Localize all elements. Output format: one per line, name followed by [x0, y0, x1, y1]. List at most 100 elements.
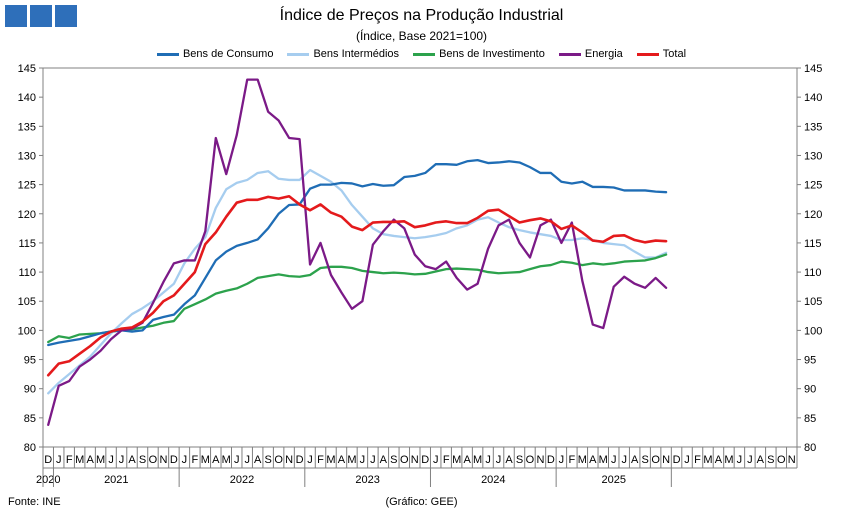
y-tick-label-right: 105: [804, 296, 822, 308]
y-tick-label: 125: [18, 180, 36, 192]
x-month-label: F: [191, 454, 198, 466]
plot-area-border: [42, 67, 798, 448]
legend-label: Bens de Consumo: [182, 48, 274, 60]
legend-swatch: [636, 52, 659, 56]
series-line-total: [46, 194, 668, 377]
x-month-label: A: [380, 454, 388, 466]
y-tick-label: 130: [18, 150, 36, 162]
logo-square: [5, 5, 27, 27]
x-year-label: 2025: [601, 474, 625, 486]
series-line-bens-de-investimento: [47, 253, 668, 344]
x-month-label: D: [547, 454, 555, 466]
y-tick-label-right: 125: [804, 180, 822, 192]
x-month-label: A: [212, 454, 220, 466]
x-month-label: J: [621, 454, 627, 466]
x-year-label: 2022: [230, 474, 254, 486]
x-month-label: J: [737, 454, 743, 466]
x-month-label: O: [274, 454, 283, 466]
x-month-label: N: [159, 454, 167, 466]
legend-item-bens-consumo: Bens de Consumo: [156, 48, 274, 60]
y-tick-label: 110: [18, 267, 36, 279]
x-month-label: O: [149, 454, 158, 466]
x-month-label: J: [496, 454, 502, 466]
legend-label: Energia: [584, 48, 623, 60]
x-month-label: O: [400, 454, 409, 466]
x-month-label: F: [443, 454, 450, 466]
x-month-label: A: [254, 454, 262, 466]
x-month-label: O: [651, 454, 660, 466]
x-month-label: A: [128, 454, 136, 466]
x-month-label: J: [244, 454, 250, 466]
x-month-label: D: [421, 454, 429, 466]
x-month-label: M: [599, 454, 608, 466]
legend-item-bens-investimento: Bens de Investimento: [413, 48, 545, 60]
chart-title: Índice de Preços na Produção Industrial: [279, 7, 564, 24]
x-year-label: 2023: [355, 474, 379, 486]
x-month-label: A: [589, 454, 597, 466]
x-month-label: J: [119, 454, 125, 466]
x-year-label: 2024: [481, 474, 505, 486]
x-month-label: N: [788, 454, 796, 466]
x-month-label: D: [296, 454, 304, 466]
series-line-bens-de-consumo: [47, 158, 668, 347]
x-month-label: A: [505, 454, 513, 466]
x-month-label: J: [182, 454, 188, 466]
x-month-label: N: [285, 454, 293, 466]
x-year-label: 2020: [36, 474, 60, 486]
legend-item-bens-intermedios: Bens Intermédios: [287, 48, 399, 60]
y-tick-label-right: 85: [804, 413, 816, 425]
y-tick-label: 85: [24, 413, 36, 425]
legend-swatch: [558, 52, 581, 56]
x-month-label: F: [694, 454, 701, 466]
y-tick-label: 145: [18, 63, 36, 75]
x-month-label: J: [485, 454, 491, 466]
x-month-label: A: [463, 454, 471, 466]
series-line-energia: [47, 78, 668, 426]
x-month-label: A: [715, 454, 723, 466]
x-month-label: M: [473, 454, 482, 466]
y-tick-label-right: 80: [804, 442, 816, 454]
x-month-label: M: [326, 454, 335, 466]
x-month-label: A: [338, 454, 346, 466]
x-month-label: S: [390, 454, 397, 466]
x-month-label: N: [662, 454, 670, 466]
x-month-label: F: [317, 454, 324, 466]
x-month-label: M: [452, 454, 461, 466]
x-month-label: S: [264, 454, 271, 466]
legend-label: Total: [662, 48, 687, 60]
y-tick-label-right: 95: [804, 355, 816, 367]
x-month-label: S: [139, 454, 146, 466]
y-tick-label-right: 115: [804, 238, 822, 250]
logo-square: [55, 5, 77, 27]
credit-note: (Gráfico: GEE): [385, 496, 458, 508]
legend-swatch: [413, 52, 436, 56]
x-month-label: J: [747, 454, 753, 466]
x-month-label: S: [516, 454, 523, 466]
y-tick-label: 115: [18, 238, 36, 250]
x-month-label: S: [641, 454, 648, 466]
y-tick-label: 105: [18, 296, 36, 308]
y-tick-label: 140: [18, 92, 36, 104]
x-month-label: M: [578, 454, 587, 466]
y-tick-label: 95: [24, 355, 36, 367]
brand-logo: [5, 5, 77, 27]
x-month-label: O: [777, 454, 786, 466]
y-tick-label-right: 90: [804, 384, 816, 396]
x-month-label: M: [347, 454, 356, 466]
x-month-label: D: [44, 454, 52, 466]
x-month-label: N: [536, 454, 544, 466]
logo-square: [30, 5, 52, 27]
legend-item-energia: Energia: [558, 48, 623, 60]
y-tick-label: 100: [18, 325, 36, 337]
legend-swatch: [287, 52, 310, 56]
legend-label: Bens de Investimento: [439, 48, 545, 60]
chart-legend: Bens de Consumo Bens Intermédios Bens de…: [0, 48, 843, 60]
x-month-label: M: [201, 454, 210, 466]
x-month-label: M: [703, 454, 712, 466]
x-month-label: D: [170, 454, 178, 466]
y-tick-label-right: 100: [804, 325, 822, 337]
x-month-label: M: [222, 454, 231, 466]
x-month-label: A: [757, 454, 765, 466]
x-month-label: J: [611, 454, 617, 466]
